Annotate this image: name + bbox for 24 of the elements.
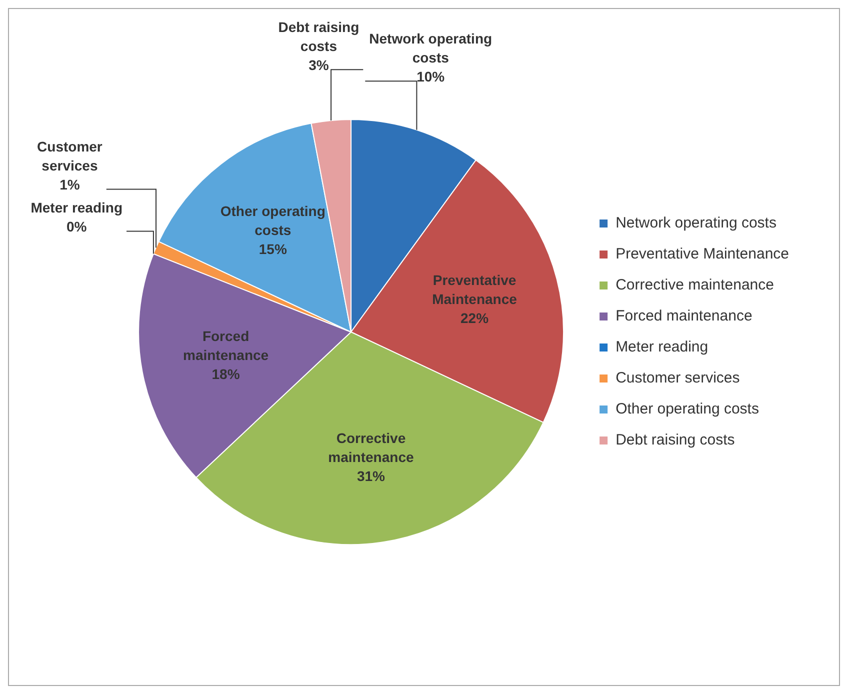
slice-label: Forced maintenance [182,328,269,363]
legend-label: Preventative Maintenance [616,246,789,263]
legend-label: Meter reading [616,338,708,356]
slice-label: Network operating costs [369,30,492,66]
data-label: 22% [460,310,490,326]
data-label: 15% [258,241,288,258]
data-label: 18% [212,366,240,382]
legend-label: Corrective maintenance [616,276,774,294]
legend-label: Other operating costs [616,400,759,418]
slice-label: Other operating costs [220,203,326,238]
data-label: 3% [308,57,330,73]
slice-label: Preventative Maintenance [432,272,518,308]
data-label: 1% [60,176,80,193]
legend-label: Forced maintenance [616,308,752,325]
legend-label: Network operating costs [616,214,776,232]
slice-label: Customer services [37,138,103,174]
slice-label: Debt raising costs [278,19,360,54]
data-label: 10% [416,68,446,84]
legend-label: Customer services [616,370,740,387]
slice-label: Corrective maintenance [328,430,414,465]
text: 0% [66,218,87,235]
legend-label: Debt raising costs [616,432,735,449]
data-label: 31% [356,468,386,484]
category-label: Meter reading [30,200,123,216]
